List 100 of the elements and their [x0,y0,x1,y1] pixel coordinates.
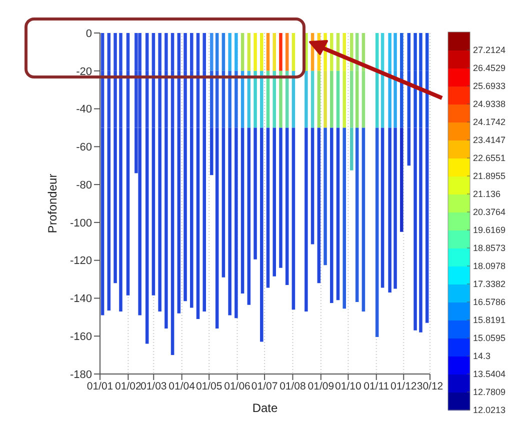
bar [222,128,226,278]
bar [317,70,321,128]
bar [336,128,340,300]
bar [324,128,327,266]
bar [228,128,232,316]
color-bar-label: 23.4147 [473,135,506,146]
y-tick-label: -160 [70,331,92,344]
bar [388,128,392,293]
bar [400,128,404,232]
bar [310,128,314,244]
x-tick-label: 01/10 [335,380,362,392]
color-bar-label: 22.6551 [473,153,506,164]
bar [247,33,251,71]
bar [279,70,282,128]
bar [388,70,392,128]
y-axis-title: Profondeur [45,174,60,234]
bar [234,128,238,318]
y-tick-label: -100 [70,217,92,230]
bar [394,128,397,289]
bar [210,128,214,176]
bar [247,128,251,305]
bar [254,128,257,260]
bar [342,128,346,309]
x-tick-label: 01/03 [140,380,167,392]
bar [388,33,392,71]
bar [266,128,270,288]
bar [260,128,264,342]
y-tick-label: -140 [70,293,92,306]
color-bar-label: 24.1742 [473,117,506,128]
x-tick-label: 01/06 [224,380,251,392]
bar [336,70,340,128]
bar [285,33,289,71]
bar [254,70,257,128]
bar [310,70,314,128]
x-tick-label: 01/07 [251,380,278,392]
bar [228,33,232,71]
bar [210,70,214,128]
bar [350,70,354,128]
bar [380,128,384,288]
bar [324,70,327,128]
bar [362,128,366,312]
x-tick-label: 01/08 [280,380,306,392]
bar [210,33,214,71]
bar [272,70,276,128]
bar [355,128,359,302]
bar [285,128,289,285]
bar [240,128,244,294]
bar [272,33,276,71]
bar [260,70,264,128]
bar [234,33,238,71]
bar [362,70,366,128]
bar [228,70,232,128]
color-bar-label: 16.5786 [473,297,506,308]
bar [317,128,321,284]
bar [254,33,257,71]
x-tick-label: 30/12 [416,380,444,392]
color-bar-label: 17.3382 [473,279,506,290]
color-bar-label: 18.0978 [473,261,506,272]
y-tick-label: -20 [76,66,92,78]
bar [272,128,276,276]
bar [222,33,226,71]
color-bar-label: 18.8573 [473,243,506,254]
color-bar-label: 26.4529 [473,63,506,74]
color-bar-label: 12.0213 [473,405,506,416]
color-bar-label: 21.8955 [473,171,506,182]
x-axis-title: Date [252,401,278,415]
bar [260,33,264,71]
bar [266,33,270,71]
x-tick-label: 01/01 [86,380,114,392]
bar [304,128,308,312]
color-bar-label: 19.6169 [473,225,506,236]
color-bar-label: 27.2124 [473,45,506,56]
bar [355,70,359,128]
bar [240,33,244,71]
color-bar-label: 25.6933 [473,81,506,92]
color-bar-label: 15.0595 [473,333,506,344]
y-tick-label: -120 [70,255,92,268]
x-tick-label: 01/12 [390,380,417,392]
color-bar-label: 15.8191 [473,315,506,326]
bar [350,128,354,170]
bar [375,128,379,338]
bar [234,70,238,128]
y-tick-label: -60 [76,142,92,154]
x-tick-label: 01/02 [115,380,142,392]
y-tick-label: -40 [76,104,92,116]
bar [304,70,308,128]
x-tick-label: 01/04 [168,380,196,392]
bar [292,128,296,310]
bar [215,33,219,71]
y-tick-label: -180 [70,368,92,381]
x-tick-label: 01/11 [364,380,390,392]
color-bar-label: 20.3764 [473,207,506,218]
color-bar-label: 21.136 [473,189,501,200]
bar [330,128,334,303]
bar [292,33,296,71]
bar [215,128,219,329]
y-tick-label: 0 [86,28,92,40]
bar [279,128,282,268]
color-bar-label: 24.9338 [473,99,506,110]
x-tick-label: 01/09 [308,380,334,392]
